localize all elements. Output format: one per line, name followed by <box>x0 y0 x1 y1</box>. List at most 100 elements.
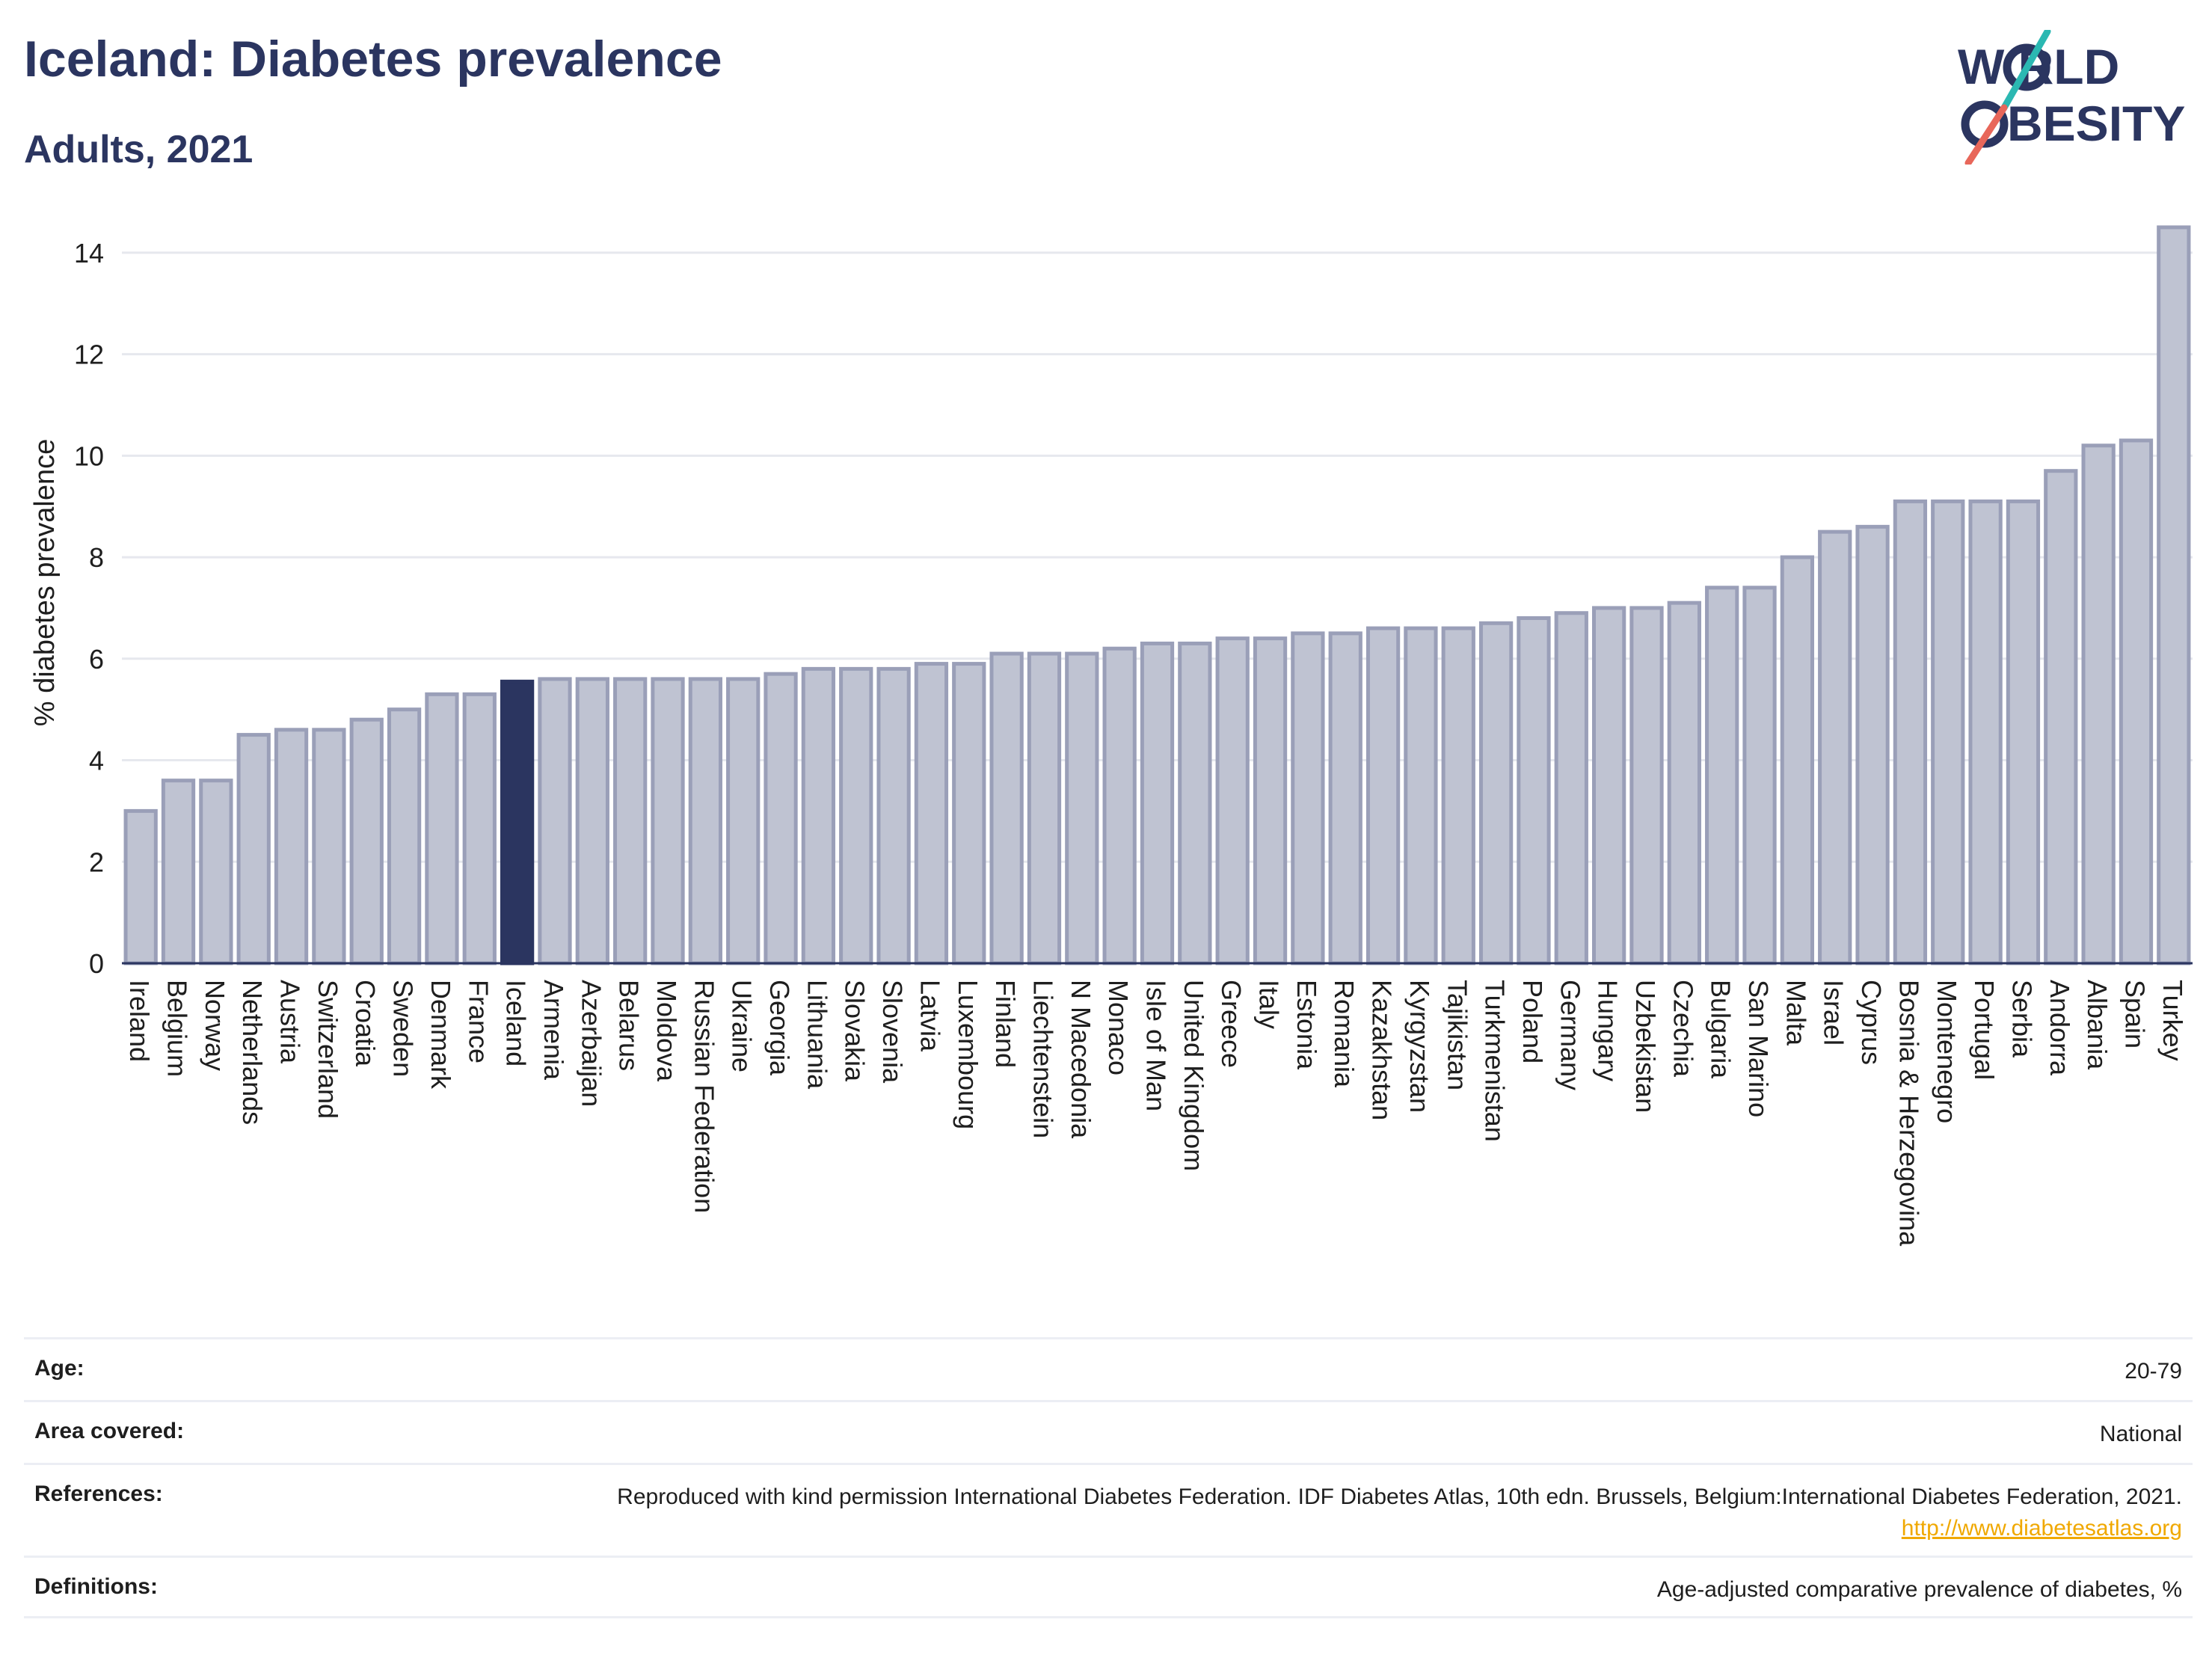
bar-romania <box>1328 631 1362 965</box>
x-tick-label: Serbia <box>2006 980 2037 1058</box>
x-tick-label: Germany <box>1555 980 1585 1090</box>
x-tick-label: Liechtenstein <box>1027 980 1058 1138</box>
x-tick-label: Denmark <box>425 980 456 1090</box>
bar-czechia <box>1667 601 1701 965</box>
bar-denmark <box>425 692 459 965</box>
metadata-value: National <box>2100 1419 2193 1450</box>
bar-san-marino <box>1742 586 1777 965</box>
bar-chart: 0 2 4 6 8 10 12 14 Ireland Belgium Norway Netherla… <box>29 225 2193 1247</box>
bar-serbia <box>2006 499 2041 965</box>
bar-luxembourg <box>952 662 986 965</box>
bar-liechtenstein <box>1027 651 1062 965</box>
x-tick-label: Andorra <box>2044 980 2075 1076</box>
bar-turkey <box>2157 225 2191 965</box>
bars <box>123 225 2191 965</box>
bar-albania <box>2081 443 2116 965</box>
x-tick-label: Ireland <box>124 980 155 1062</box>
bar-italy <box>1253 636 1288 965</box>
x-tick-labels: Ireland Belgium Norway Netherlands Austria Sw… <box>124 980 2188 1247</box>
x-tick-label: France <box>463 980 494 1063</box>
bar-finland <box>989 651 1024 965</box>
x-tick-label: Russian Federation <box>689 980 719 1213</box>
x-tick-label: Belgium <box>162 980 193 1077</box>
bar-netherlands <box>236 733 271 965</box>
bar-norway <box>199 779 233 965</box>
x-tick-label: Georgia <box>764 980 795 1076</box>
x-tick-label: Israel <box>1819 980 1849 1045</box>
chart-title: Iceland: Diabetes prevalence <box>24 31 722 87</box>
x-tick-label: Montenegro <box>1932 980 1962 1123</box>
x-tick-label: Croatia <box>350 980 381 1067</box>
logo-line-2: BESITY <box>2007 96 2185 151</box>
metadata-label: Age: <box>34 1356 85 1381</box>
x-tick-label: Finland <box>990 980 1021 1068</box>
bar-belarus <box>613 677 648 965</box>
x-tick-label: Armenia <box>538 980 569 1081</box>
x-tick-label: Bosnia & Herzegovina <box>1893 980 1924 1247</box>
bar-turkmenistan <box>1478 621 1514 965</box>
x-tick-label: Romania <box>1329 980 1360 1088</box>
metadata-value-text: National <box>2099 1422 2182 1446</box>
bar-bulgaria <box>1705 586 1739 965</box>
bar-azerbaijan <box>575 677 609 965</box>
x-tick-label: Slovenia <box>877 980 908 1084</box>
x-tick-label: N Macedonia <box>1066 980 1096 1139</box>
x-tick-label: San Marino <box>1743 980 1774 1117</box>
bar-estonia <box>1291 631 1325 965</box>
bar-israel <box>1818 529 1852 965</box>
x-tick-label: Luxembourg <box>953 980 983 1129</box>
bar-croatia <box>349 717 384 965</box>
bar-cyprus <box>1855 524 1890 965</box>
bar-uzbekistan <box>1629 606 1664 965</box>
x-tick-label: Kazakhstan <box>1367 980 1398 1120</box>
x-tick-label: Slovakia <box>840 980 870 1082</box>
x-tick-label: Iceland <box>501 980 532 1066</box>
bar-armenia <box>538 677 572 965</box>
logo-slash-teal <box>2000 30 2051 111</box>
y-tick-label: 8 <box>89 542 104 573</box>
y-tick-label: 10 <box>74 440 104 471</box>
x-tick-label: Uzbekistan <box>1630 980 1661 1113</box>
x-tick-label: Malta <box>1781 980 1811 1046</box>
bar-france <box>462 692 497 965</box>
bar-andorra <box>2044 469 2078 965</box>
bar-lithuania <box>801 666 836 965</box>
x-tick-label: Spain <box>2119 980 2150 1048</box>
bar-russian-federation <box>688 677 722 965</box>
x-tick-label: Austria <box>275 980 306 1064</box>
metadata-label: References: <box>34 1481 163 1506</box>
metadata-row: Age: 20-79 <box>24 1337 2193 1400</box>
bar-ukraine <box>726 677 761 965</box>
bar-sweden <box>387 707 422 965</box>
bar-slovenia <box>876 666 911 965</box>
bar-portugal <box>1968 499 2003 965</box>
bar-switzerland <box>312 728 346 965</box>
metadata-value-text: Age-adjusted comparative prevalence of d… <box>1656 1577 2182 1602</box>
x-tick-label: Azerbaijan <box>576 980 606 1107</box>
x-tick-label: Sweden <box>388 980 419 1077</box>
bar-germany <box>1554 611 1588 965</box>
reference-link[interactable]: http://www.diabetesatlas.org <box>1901 1516 2182 1541</box>
x-tick-label: United Kingdom <box>1179 980 1209 1171</box>
x-tick-label: Portugal <box>1969 980 2000 1080</box>
x-tick-label: Poland <box>1517 980 1548 1063</box>
bar-kazakhstan <box>1365 626 1401 965</box>
y-tick-label: 2 <box>89 847 104 877</box>
x-tick-label: Norway <box>200 980 230 1071</box>
x-tick-label: Kyrgyzstan <box>1404 980 1435 1113</box>
bar-n-macedonia <box>1065 651 1099 965</box>
x-tick-label: Estonia <box>1291 980 1322 1070</box>
x-tick-label: Czechia <box>1668 980 1698 1078</box>
y-axis-label: % diabetes prevalence <box>29 439 61 726</box>
x-tick-label: Moldova <box>651 980 682 1082</box>
metadata-row: Definitions: Age-adjusted comparative pre… <box>24 1556 2193 1618</box>
bar-hungary <box>1592 606 1626 965</box>
bar-bosnia-herzegovina <box>1893 499 1928 965</box>
x-tick-label: Latvia <box>915 980 945 1052</box>
x-tick-label: Lithuania <box>802 980 832 1090</box>
y-tick-labels: 0 2 4 6 8 10 12 14 <box>74 238 104 979</box>
x-tick-label: Monaco <box>1103 980 1134 1075</box>
bar-slovakia <box>839 666 873 965</box>
x-tick-label: Netherlands <box>237 980 268 1125</box>
y-tick-label: 4 <box>89 746 104 776</box>
